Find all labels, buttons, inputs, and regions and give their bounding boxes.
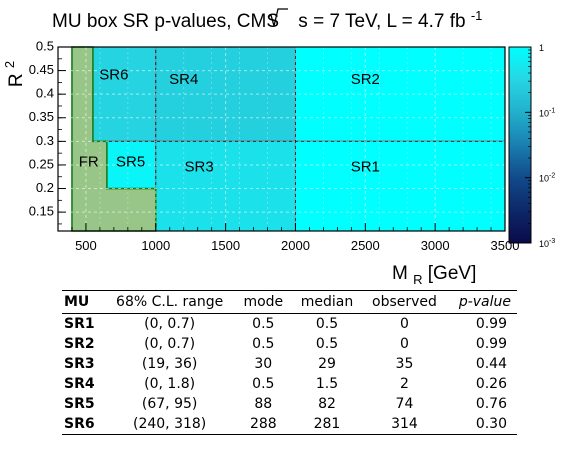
column-header: p-value [446, 290, 517, 314]
x-axis-label: M R [GeV] [392, 263, 476, 289]
table-cell-observed: 314 [362, 414, 447, 435]
region-label-fr: FR [79, 154, 99, 171]
y-axis-label-sup: 2 [2, 61, 17, 68]
x-tick-label: 500 [75, 238, 97, 253]
table-cell-observed: 35 [395, 356, 414, 372]
table-cell-region: SR4 [64, 376, 95, 392]
chart-title-energy: s = 7 TeV, L = 4.7 fb [298, 11, 465, 32]
column-header: 68% C.L. range [104, 290, 235, 314]
plot-area: SR6 SR4 SR2 SR5 SR3 SR1 FR 500 1000 1500 2000 2500 3… [29, 38, 520, 253]
y-tick-label: 0.3 [36, 133, 54, 148]
y-tick-label: 0.35 [29, 109, 54, 124]
table-cell-median: 29 [318, 356, 336, 372]
table-cell-mode: 88 [254, 396, 273, 412]
table-cell-pvalue: 0.76 [475, 396, 507, 412]
table-cell-region: SR1 [64, 316, 95, 332]
table-cell-mode: 0.5 [252, 336, 275, 352]
table-cell-region: SR5 [64, 396, 95, 412]
sqrt-symbol [267, 8, 288, 27]
x-tick-label: 1500 [211, 238, 240, 253]
table-cell-range: (0, 0.7) [144, 316, 196, 332]
table-cell-region: SR6 [62, 414, 105, 435]
table-cell-median: 281 [291, 414, 363, 435]
table-cell-median: 0.5 [315, 316, 339, 332]
column-header: MU [62, 290, 105, 314]
table-cell-pvalue: 0.26 [475, 376, 507, 392]
region-cell-sr1 [294, 140, 506, 232]
table-cell-region: SR2 [64, 336, 95, 352]
table-cell-mode: 0.5 [252, 316, 275, 332]
table-cell-range: (240, 318) [104, 414, 235, 435]
svg-text:R 2: R 2 [2, 61, 27, 87]
region-label-sr3: SR3 [184, 158, 213, 175]
table-cell-observed: 0 [400, 336, 409, 352]
y-tick-label: 0.15 [29, 204, 54, 219]
x-tick-label: 2000 [281, 238, 310, 253]
x-tick-label: 2500 [351, 238, 380, 253]
y-tick-label: 0.5 [36, 38, 54, 53]
column-header: median [291, 290, 363, 314]
table-cell-range: (19, 36) [141, 356, 198, 372]
column-header: mode [234, 290, 292, 314]
table-cell-region: SR3 [64, 356, 95, 372]
table-header-row: MU 68% C.L. range mode median observed p… [62, 290, 517, 314]
table-cell-median: 1.5 [315, 376, 339, 392]
y-axis-label: R 2 [2, 61, 27, 87]
colorbar-tick-label: 1 [539, 43, 544, 53]
heatmap-figure: MU box SR p-values, CMS s = 7 TeV, L = 4… [2, 8, 555, 289]
x-tick-label: 3000 [421, 238, 450, 253]
table-cell-pvalue: 0.99 [475, 336, 507, 352]
y-axis-label-main: R [6, 73, 27, 87]
colorbar-tick-label: 10-2 [539, 173, 555, 184]
chart-title-prefix: MU box SR p-values, CMS [52, 11, 279, 32]
table-cell-range: (0, 0.7) [144, 336, 196, 352]
x-tick-label: 1000 [141, 238, 170, 253]
y-tick-label: 0.4 [36, 86, 54, 101]
table-row: SR3 (19, 36) 30 29 35 0.44 [62, 354, 517, 374]
colorbar-gradient [508, 46, 532, 244]
y-tick-label: 0.2 [36, 180, 54, 195]
y-tick-label: 0.25 [29, 156, 54, 171]
table-cell-pvalue: 0.30 [446, 414, 517, 435]
region-label-sr4: SR4 [169, 71, 198, 88]
region-label-sr2: SR2 [351, 71, 380, 88]
table-cell-mode: 0.5 [252, 376, 275, 392]
table-row: SR2 (0, 0.7) 0.5 0.5 0 0.99 [62, 334, 517, 354]
colorbar: 1 10-1 10-2 10-3 [508, 43, 555, 249]
chart-title-sup: -1 [471, 8, 483, 23]
colorbar-tick-label: 10-3 [539, 238, 555, 249]
column-header: observed [362, 290, 447, 314]
table-cell-range: (67, 95) [141, 396, 198, 412]
region-label-sr5: SR5 [116, 154, 145, 171]
table-cell-mode: 30 [254, 356, 273, 372]
table-cell-median: 0.5 [315, 336, 339, 352]
table-cell-mode: 288 [234, 414, 292, 435]
table-cell-observed: 74 [395, 396, 414, 412]
chart-title: MU box SR p-values, CMS s = 7 TeV, L = 4… [52, 8, 482, 32]
table-cell-median: 82 [318, 396, 336, 412]
region-label-sr1: SR1 [351, 158, 380, 175]
results-table: MU 68% C.L. range mode median observed p… [62, 290, 517, 435]
table-cell-pvalue: 0.99 [475, 316, 507, 332]
x-axis-label-main: M [392, 263, 408, 284]
table-row: SR4 (0, 1.8) 0.5 1.5 2 0.26 [62, 374, 517, 394]
table-row: SR5 (67, 95) 88 82 74 0.76 [62, 394, 517, 414]
table-cell-observed: 2 [400, 376, 409, 392]
table-cell-pvalue: 0.44 [475, 356, 507, 372]
table-row: SR6 (240, 318) 288 281 314 0.30 [62, 414, 517, 435]
region-label-sr6: SR6 [99, 66, 128, 83]
table-cell-observed: 0 [400, 316, 409, 332]
table-row: SR1 (0, 0.7) 0.5 0.5 0 0.99 [62, 314, 517, 335]
x-axis-label-sub: R [413, 272, 422, 287]
table-cell-range: (0, 1.8) [144, 376, 196, 392]
x-axis-label-unit: [GeV] [428, 263, 477, 284]
y-tick-label: 0.45 [29, 62, 54, 77]
colorbar-tick-label: 10-1 [539, 107, 555, 118]
